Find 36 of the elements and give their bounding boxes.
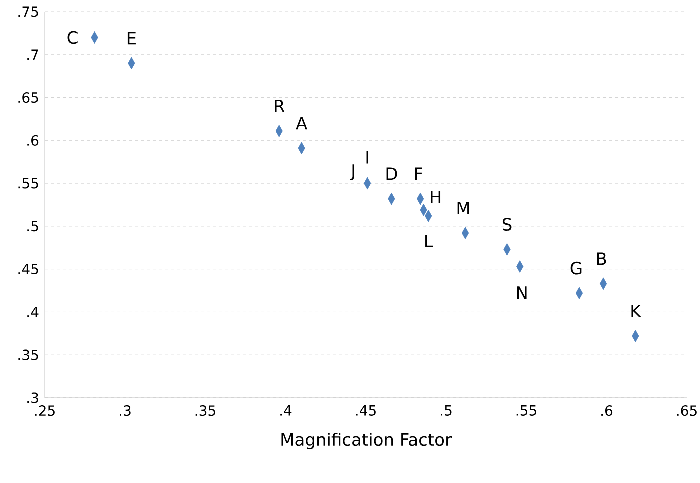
x-tick-label: .55	[516, 406, 536, 416]
x-axis-title: Magnification Factor	[282, 432, 452, 450]
x-tick-label: .45	[356, 406, 376, 416]
x-tick-label: .3	[120, 406, 131, 416]
y-tick-label: .3	[28, 392, 38, 404]
annotation: E	[128, 32, 136, 45]
y-tick-label: .4	[28, 307, 39, 318]
annotation: C	[68, 31, 78, 44]
y-tick-label: .65	[18, 92, 38, 104]
annotation: F	[415, 168, 422, 180]
x-tick-label: .65	[677, 406, 697, 416]
annotation: M	[458, 202, 470, 214]
x-tick-label: .5	[441, 406, 452, 416]
annotation: H	[431, 190, 441, 204]
annotation: L	[426, 234, 434, 248]
annotation: I	[366, 151, 368, 164]
annotation: G	[570, 262, 582, 275]
y-tick-label: .6	[28, 135, 39, 146]
annotation: B	[597, 252, 606, 266]
x-tick-label: .4	[280, 406, 292, 416]
y-tick-label: .55	[18, 178, 38, 189]
y-tick-label: .7	[28, 50, 38, 60]
y-tick-label: .5	[28, 221, 38, 232]
annotation: R	[275, 100, 285, 112]
annotation: N	[517, 286, 527, 299]
x-tick-label: .35	[196, 406, 216, 416]
y-tick-label: .35	[18, 350, 38, 360]
x-tick-label: .25	[35, 406, 55, 416]
annotation: K	[632, 305, 642, 318]
annotation: A	[296, 117, 308, 130]
annotation: J	[350, 164, 354, 180]
y-tick-label: .45	[18, 264, 38, 275]
y-tick-label: .75	[18, 6, 38, 18]
annotation: S	[502, 218, 512, 232]
x-tick-label: .6	[602, 406, 613, 416]
annotation: D	[386, 168, 398, 180]
